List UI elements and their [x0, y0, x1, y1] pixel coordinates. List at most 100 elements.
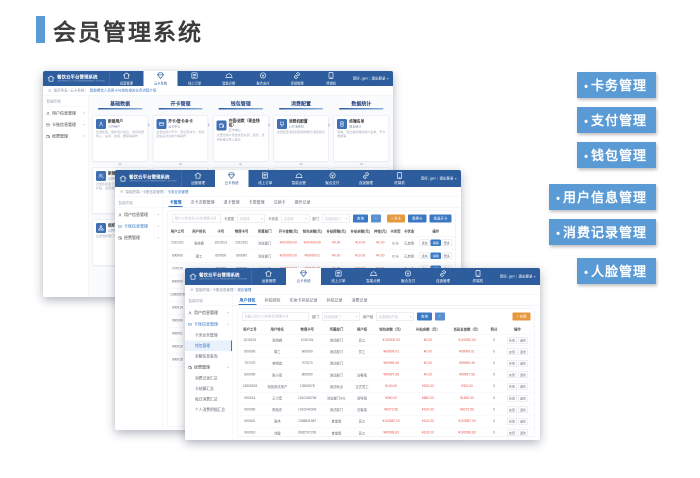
user-menu[interactable]: 您好, geri | 退出登录 ▾	[416, 170, 461, 187]
sidebar-item-1-1[interactable]: 钱包管理	[185, 340, 232, 351]
filter-select-0[interactable]: 请选择 ▾	[237, 214, 266, 223]
sidebar-group-2[interactable]: 经费管理 ▾	[43, 131, 88, 143]
sidebar-group-1[interactable]: 卡账信息管理 ▴	[185, 319, 232, 331]
tab-4[interactable]: 消费记录	[351, 298, 368, 303]
nav-item-6[interactable]: 终端机	[314, 71, 348, 86]
op-button[interactable]: 充值	[506, 394, 517, 402]
nav-item-4[interactable]: 聚合支付	[316, 170, 350, 187]
tab-1[interactable]: 次卡次数管理	[190, 200, 215, 205]
tab-4[interactable]: 注销卡	[273, 200, 286, 205]
op-button[interactable]: 编辑	[430, 252, 441, 259]
tab-0[interactable]: 卡管理	[168, 200, 183, 207]
op-button[interactable]: 退款	[517, 359, 528, 367]
op-button[interactable]: 充值	[506, 348, 517, 355]
nav-item-6[interactable]: 终端机	[383, 170, 417, 187]
op-button[interactable]: 更多	[441, 252, 452, 259]
sidebar-group-1[interactable]: 卡账信息管理 ▾	[43, 119, 88, 131]
flow-card[interactable]: 消费机配置 公共消费机 这里配置消费机联网参数与消费模式	[273, 115, 331, 162]
op-button[interactable]: 充值	[506, 383, 517, 390]
nav-item-1[interactable]: 云卡系统	[286, 268, 321, 285]
tab-2[interactable]: 实体卡补贴记录	[289, 298, 318, 303]
tab-1[interactable]: 补贴钱包	[264, 298, 281, 303]
nav-item-6[interactable]: 终端机	[460, 268, 495, 285]
magnifier-button[interactable]: ⌕	[434, 312, 445, 321]
op-button[interactable]: 挂失	[419, 239, 430, 246]
sidebar-group-0[interactable]: 用户信息管理 ▾	[43, 108, 88, 120]
tab-0[interactable]: 用户钱包	[238, 298, 257, 305]
nav-item-1[interactable]: 云卡系统	[214, 170, 249, 187]
sidebar-group-2[interactable]: 经费管理 ▴	[185, 362, 232, 374]
nav-item-5[interactable]: 连锁管理	[426, 268, 461, 285]
op-button[interactable]: 退款	[517, 394, 528, 402]
nav-item-4[interactable]: 聚合支付	[391, 268, 426, 285]
sidebar-item-2-3[interactable]: 个人消费明细汇总	[195, 407, 225, 413]
op-button[interactable]: 退款	[517, 406, 528, 413]
tab-3[interactable]: 补贴记录	[326, 298, 343, 303]
flow-card[interactable]: 新建用户 公共用户 这里新建、维护用户信息，支持批量导入、禁用、启用、删除等操作	[92, 115, 150, 162]
op-button[interactable]: 充值	[506, 406, 517, 413]
flow-card[interactable]: 开卡/登卡/补卡 云卡中心 这里给用户开卡、登记实体卡，支持挂失后补办新卡等操作	[152, 115, 210, 162]
tab-5[interactable]: 操作记录	[294, 200, 311, 205]
magnifier-button[interactable]: ⌕	[371, 214, 381, 223]
op-button[interactable]: 更多	[441, 239, 452, 246]
nav-item-0[interactable]: 运营管理	[109, 71, 143, 86]
action-button-0[interactable]: + 充值	[512, 312, 531, 321]
sidebar-item-2-2[interactable]: 每日消费汇总	[195, 397, 218, 402]
op-button[interactable]: 充值	[506, 371, 517, 379]
logout-link[interactable]: 退出登录	[371, 77, 386, 81]
user-menu[interactable]: 您好, geri | 退出登录 ▾	[495, 268, 540, 285]
filter-select-1[interactable]: 请选择用户组 ▾	[375, 312, 414, 321]
nav-item-3[interactable]: 智能点餐	[282, 170, 316, 187]
keyword-input[interactable]	[172, 214, 221, 223]
flow-card[interactable]: 终端名单 报表统计 查看、导出各终端的用户名单、开卡数据等	[333, 115, 389, 162]
filter-select-2[interactable]: 请选择部门 ▾	[322, 214, 351, 223]
cell: 访客组	[351, 369, 373, 381]
op-button[interactable]: 充值	[506, 429, 517, 437]
nav-item-0[interactable]: 运营管理	[251, 268, 286, 285]
logout-link[interactable]: 退出登录	[518, 275, 533, 279]
tab-3[interactable]: 卡类管理	[248, 200, 265, 205]
nav-item-5[interactable]: 连锁管理	[280, 71, 314, 86]
tab-2[interactable]: 退卡管理	[223, 200, 240, 205]
op-button[interactable]: 充值	[506, 336, 517, 344]
op-button[interactable]: 退款	[517, 383, 528, 390]
nav-item-4[interactable]: 聚合支付	[246, 71, 280, 86]
nav-item-1[interactable]: 云卡系统	[143, 71, 178, 86]
pos-icon	[276, 119, 287, 129]
search-button[interactable]: 查询	[353, 214, 369, 223]
sidebar-item-2-0[interactable]: 消费记录汇总	[195, 376, 218, 381]
action-button-2[interactable]: 批量开卡	[429, 214, 452, 223]
op-button[interactable]: 退款	[517, 336, 528, 344]
nav-item-2[interactable]: 线上订单	[178, 71, 212, 86]
filter-select-1[interactable]: 请选择 ▾	[281, 214, 310, 223]
op-button[interactable]: 退款	[517, 417, 528, 425]
nav-item-5[interactable]: 连锁管理	[349, 170, 383, 187]
sidebar-group-0[interactable]: 用户信息管理 ▾	[115, 209, 162, 221]
op-button[interactable]: 挂失	[419, 252, 430, 259]
flow-card[interactable]: 充值/退款（现金钱包） 云卡中心 这里给用户现金钱包充值、退款，支持批量与导入操…	[213, 115, 271, 162]
nav-item-3[interactable]: 智能点餐	[212, 71, 246, 86]
keyword-input[interactable]	[242, 312, 309, 321]
nav-item-2[interactable]: 线上订单	[248, 170, 282, 187]
op-button[interactable]: 充值	[506, 359, 517, 367]
sidebar-group-1[interactable]: 卡账信息管理 ▴	[115, 221, 162, 233]
action-button-0[interactable]: + 开卡	[386, 214, 406, 223]
op-button[interactable]: 充值	[506, 417, 517, 425]
sidebar-group-2[interactable]: 经费管理 ▾	[115, 232, 162, 244]
sidebar-item-1-0[interactable]: 卡务业务管理	[195, 333, 218, 338]
op-button[interactable]: 退款	[517, 348, 528, 355]
search-button[interactable]: 查询	[416, 312, 432, 321]
logout-link[interactable]: 退出登录	[439, 177, 454, 181]
filter-select-0[interactable]: 请选择部门 ▾	[321, 312, 360, 321]
op-button[interactable]: 退款	[517, 429, 528, 437]
nav-item-2[interactable]: 线上订单	[321, 268, 356, 285]
sidebar-item-2-1[interactable]: 卡结算汇总	[195, 386, 214, 392]
nav-item-3[interactable]: 智能点餐	[356, 268, 391, 285]
nav-item-0[interactable]: 运营管理	[181, 170, 215, 187]
action-button-1[interactable]: 退换卡	[408, 214, 427, 223]
op-button[interactable]: 编辑	[430, 239, 441, 246]
sidebar-group-0[interactable]: 用户信息管理 ▾	[185, 307, 232, 319]
sidebar-item-1-2[interactable]: 余额信息查询	[195, 354, 218, 359]
user-menu[interactable]: 您好, geri | 退出登录 ▾	[348, 71, 393, 86]
op-button[interactable]: 退款	[517, 371, 528, 379]
